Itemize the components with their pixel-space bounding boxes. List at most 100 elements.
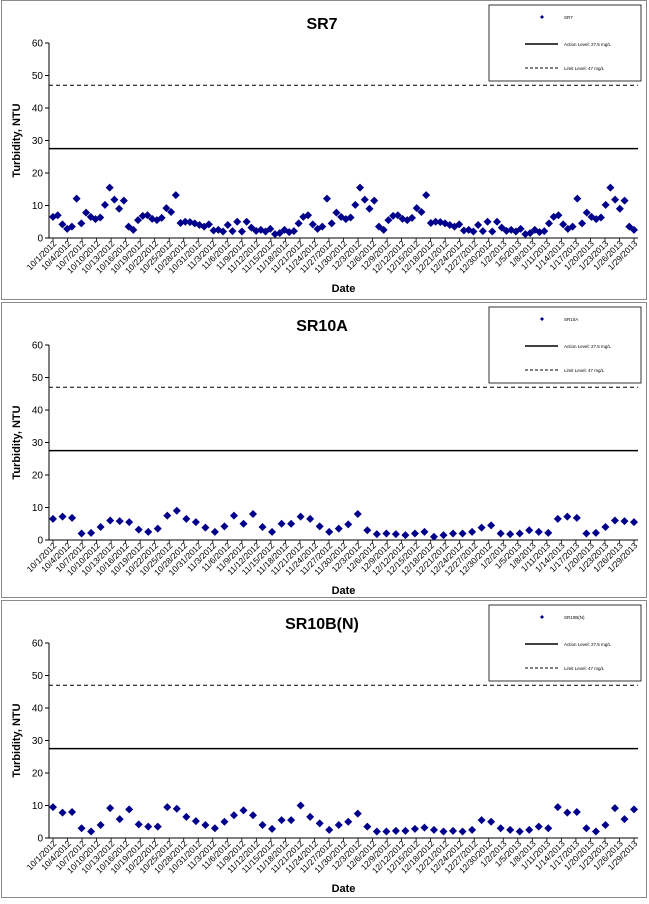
data-point	[322, 194, 331, 203]
data-point	[68, 513, 77, 522]
data-point	[167, 208, 176, 216]
data-point	[134, 820, 143, 829]
data-point	[144, 527, 153, 536]
data-point	[304, 211, 313, 220]
legend-label-action: Action Level: 27.5 mg/L	[564, 344, 612, 349]
data-point	[229, 511, 238, 520]
data-point	[157, 213, 166, 222]
data-point	[379, 225, 388, 234]
legend-box	[488, 4, 642, 82]
data-point	[610, 804, 619, 813]
data-point	[351, 200, 360, 209]
data-point	[67, 222, 76, 231]
data-point	[252, 226, 261, 235]
data-point	[507, 225, 516, 234]
data-point	[249, 510, 258, 518]
y-tick-label: 30	[32, 136, 44, 147]
legend-label-series: SR7	[564, 15, 573, 20]
data-point	[162, 204, 171, 213]
data-point	[449, 826, 458, 835]
y-tick-label: 0	[37, 234, 43, 245]
data-point	[525, 825, 534, 834]
data-point	[407, 213, 416, 222]
x-axis-label: Date	[332, 883, 356, 895]
data-point	[58, 220, 67, 229]
data-point	[478, 227, 487, 236]
data-point	[363, 822, 372, 831]
data-point	[534, 527, 543, 536]
y-tick-label: 40	[32, 406, 44, 417]
data-point	[209, 226, 218, 235]
data-point	[410, 824, 419, 833]
data-point	[578, 219, 587, 228]
data-point	[572, 808, 581, 816]
data-point	[68, 808, 77, 816]
data-point	[620, 815, 629, 824]
y-tick-label: 30	[32, 438, 44, 449]
data-point	[477, 816, 486, 825]
data-point	[455, 220, 464, 229]
data-point	[181, 217, 190, 226]
y-tick-label: 0	[37, 536, 43, 547]
data-point	[346, 213, 355, 222]
data-point	[266, 224, 275, 233]
data-point	[182, 514, 191, 523]
data-point	[268, 824, 277, 833]
data-point	[308, 220, 317, 229]
data-point	[540, 227, 549, 236]
y-tick-label: 20	[32, 471, 44, 482]
y-axis-label: Turbidity, NTU	[11, 405, 23, 479]
data-point	[237, 227, 246, 236]
data-point	[384, 216, 393, 225]
data-point	[100, 200, 109, 209]
data-point	[439, 827, 448, 836]
data-point	[306, 514, 315, 523]
data-point	[49, 803, 57, 812]
data-point	[105, 183, 114, 192]
data-point	[318, 222, 327, 231]
y-tick-label: 40	[32, 104, 44, 115]
data-point	[493, 217, 502, 226]
data-point	[172, 804, 181, 813]
y-tick-label: 50	[32, 71, 44, 82]
data-point	[210, 824, 219, 833]
data-point	[115, 815, 124, 824]
data-point	[171, 191, 180, 200]
data-point	[277, 519, 286, 528]
data-point	[191, 817, 200, 826]
data-point	[239, 806, 248, 815]
data-point	[258, 523, 267, 531]
data-point	[134, 216, 143, 225]
data-point	[382, 529, 391, 538]
data-point	[144, 822, 153, 831]
data-point	[582, 824, 591, 833]
data-point	[315, 819, 324, 828]
data-point	[429, 825, 438, 834]
data-point	[496, 824, 505, 833]
data-point	[289, 227, 298, 236]
data-point	[249, 811, 258, 820]
data-point	[391, 826, 400, 835]
data-point	[210, 527, 219, 536]
data-point	[611, 195, 620, 204]
data-point	[138, 211, 147, 220]
legend-label-action: Action Level: 27.5 mg/L	[564, 42, 612, 47]
data-point	[389, 211, 398, 220]
data-point	[496, 529, 505, 538]
y-tick-label: 60	[32, 341, 44, 352]
y-tick-label: 0	[37, 834, 43, 845]
data-point	[620, 517, 629, 526]
data-point	[459, 226, 468, 235]
data-point	[568, 222, 577, 231]
data-point	[487, 817, 496, 826]
data-point	[544, 219, 553, 228]
data-point	[458, 529, 467, 538]
data-point	[544, 528, 553, 537]
data-point	[96, 821, 105, 829]
data-point	[204, 220, 213, 229]
data-point	[372, 827, 381, 836]
data-point	[49, 514, 57, 523]
data-point	[277, 816, 286, 825]
data-point	[201, 821, 210, 829]
data-point	[506, 825, 515, 834]
